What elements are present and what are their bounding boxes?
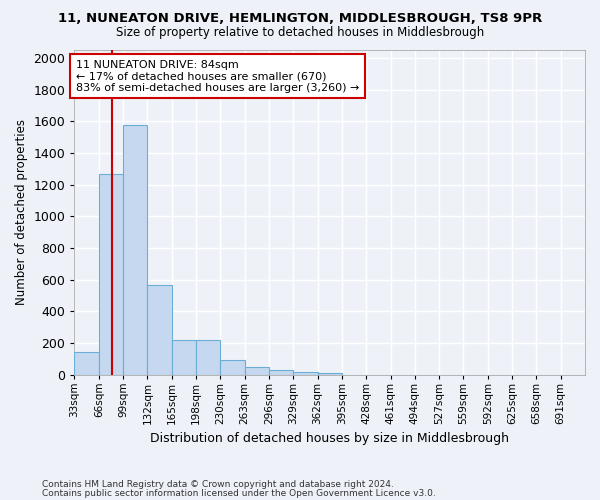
Bar bbox=[172, 340, 196, 374]
Bar bbox=[269, 370, 293, 374]
Bar bbox=[293, 372, 317, 374]
Bar bbox=[99, 174, 123, 374]
Text: 11, NUNEATON DRIVE, HEMLINGTON, MIDDLESBROUGH, TS8 9PR: 11, NUNEATON DRIVE, HEMLINGTON, MIDDLESB… bbox=[58, 12, 542, 26]
Text: 11 NUNEATON DRIVE: 84sqm
← 17% of detached houses are smaller (670)
83% of semi-: 11 NUNEATON DRIVE: 84sqm ← 17% of detach… bbox=[76, 60, 359, 92]
Text: Size of property relative to detached houses in Middlesbrough: Size of property relative to detached ho… bbox=[116, 26, 484, 39]
Text: Contains HM Land Registry data © Crown copyright and database right 2024.: Contains HM Land Registry data © Crown c… bbox=[42, 480, 394, 489]
Bar bbox=[123, 125, 148, 374]
Text: Contains public sector information licensed under the Open Government Licence v3: Contains public sector information licen… bbox=[42, 488, 436, 498]
Bar bbox=[245, 366, 269, 374]
X-axis label: Distribution of detached houses by size in Middlesbrough: Distribution of detached houses by size … bbox=[150, 432, 509, 445]
Bar bbox=[196, 340, 220, 374]
Y-axis label: Number of detached properties: Number of detached properties bbox=[15, 120, 28, 306]
Bar bbox=[220, 360, 245, 374]
Bar bbox=[74, 352, 99, 374]
Bar bbox=[148, 285, 172, 374]
